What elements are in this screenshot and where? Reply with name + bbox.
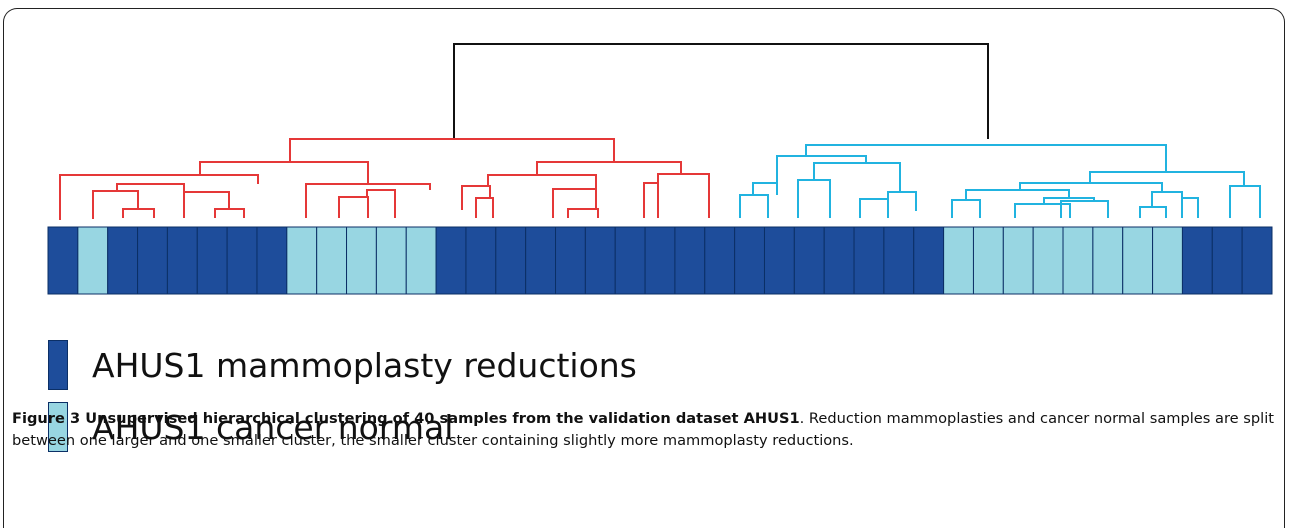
legend-item-mammoplasty: AHUS1 mammoplasty reductions (48, 340, 637, 390)
sample-cell (584, 226, 616, 295)
sample-cell (793, 226, 825, 295)
sample-cell (196, 226, 228, 295)
dendrogram-link (859, 198, 889, 218)
legend-swatch-mammoplasty (48, 340, 68, 390)
dendrogram-link (739, 194, 769, 218)
dendrogram-link (122, 208, 155, 218)
dendrogram-link (1089, 171, 1245, 186)
dendrogram-link (797, 179, 831, 218)
sample-cell (704, 226, 736, 295)
dendrogram-link (813, 162, 901, 192)
sample-cell (1122, 226, 1154, 295)
dendrogram-link (552, 188, 597, 218)
sample-cell (1002, 226, 1034, 295)
dendrogram-link (183, 191, 230, 218)
dendrogram-link (475, 197, 494, 218)
dendrogram-link (1181, 197, 1199, 218)
sample-cell (375, 226, 407, 295)
dendrogram-link (1060, 200, 1109, 218)
sample-cell (435, 226, 467, 295)
dendrogram-link (887, 191, 917, 211)
dendrogram-link (776, 155, 867, 183)
figure-frame (3, 8, 1285, 528)
caption-body: . Reduction mammoplasties and cancer nor… (12, 410, 1274, 449)
dendrogram-link (536, 161, 682, 175)
sample-cell (465, 226, 497, 295)
sample-cell (1181, 226, 1213, 295)
sample-cell (1152, 226, 1183, 295)
dendrogram-link (1043, 197, 1095, 204)
dendrogram-link (805, 144, 1167, 172)
sample-cell (734, 226, 765, 295)
legend-label-mammoplasty: AHUS1 mammoplasty reductions (92, 345, 637, 385)
sample-cell (883, 226, 915, 295)
dendrogram-links (59, 43, 1261, 220)
sample-cell (1092, 226, 1124, 295)
caption-title: Figure 3 Unsupervised hierarchical clust… (12, 410, 800, 427)
dendrogram-link (752, 182, 778, 195)
dendrogram (47, 43, 1273, 295)
dendrogram-link (338, 196, 369, 218)
dendrogram-link (366, 189, 396, 218)
sample-cell (525, 226, 557, 295)
sample-cell (823, 226, 855, 295)
sample-cell (555, 226, 586, 295)
sample-strip (47, 226, 1273, 295)
sample-cell (614, 226, 646, 295)
dendrogram-link (1229, 185, 1261, 218)
sample-cell (972, 226, 1004, 295)
legend-item-cancer-normal: AHUS1 cancer normal (48, 402, 453, 452)
dendrogram-link (567, 208, 599, 218)
dendrogram-link (951, 199, 981, 218)
sample-cell (1241, 226, 1273, 295)
dendrogram-link (643, 182, 659, 218)
sample-cell (943, 226, 974, 295)
dendrogram-link (289, 138, 615, 162)
sample-cell (853, 226, 885, 295)
dendrogram-link (965, 189, 1070, 200)
sample-cell (674, 226, 706, 295)
sample-cell (763, 226, 795, 295)
sample-cell (495, 226, 527, 295)
dendrogram-link (1151, 191, 1183, 207)
legend-label-cancer-normal: AHUS1 cancer normal (92, 407, 454, 447)
sample-cell (107, 226, 139, 295)
sample-cell (316, 226, 348, 295)
sample-cell (286, 226, 318, 295)
dendrogram-link (1014, 203, 1071, 218)
sample-cell (346, 226, 377, 295)
dendrogram-link (461, 185, 491, 210)
dendrogram-link (657, 173, 710, 218)
legend-swatch-cancer-normal (48, 402, 68, 452)
sample-cell (166, 226, 198, 295)
sample-cell (77, 226, 109, 295)
sample-cell (1062, 226, 1094, 295)
dendrogram-link (199, 161, 369, 184)
sample-cell (256, 226, 288, 295)
sample-cell (1211, 226, 1243, 295)
dendrogram-link (92, 190, 139, 219)
sample-cell (226, 226, 258, 295)
dendrogram-link (59, 174, 259, 220)
figure-caption: Figure 3 Unsupervised hierarchical clust… (12, 408, 1274, 452)
dendrogram-link (305, 183, 431, 218)
sample-cell (913, 226, 945, 295)
sample-cell (47, 226, 79, 295)
dendrogram-link (116, 183, 185, 192)
sample-cell (137, 226, 168, 295)
dendrogram-link (453, 43, 989, 139)
dendrogram-link (1139, 206, 1167, 218)
dendrogram-link (214, 208, 245, 218)
sample-cell (1032, 226, 1064, 295)
dendrogram-link (487, 174, 597, 189)
sample-cell (644, 226, 676, 295)
sample-cell (405, 226, 437, 295)
dendrogram-link (1019, 182, 1163, 192)
